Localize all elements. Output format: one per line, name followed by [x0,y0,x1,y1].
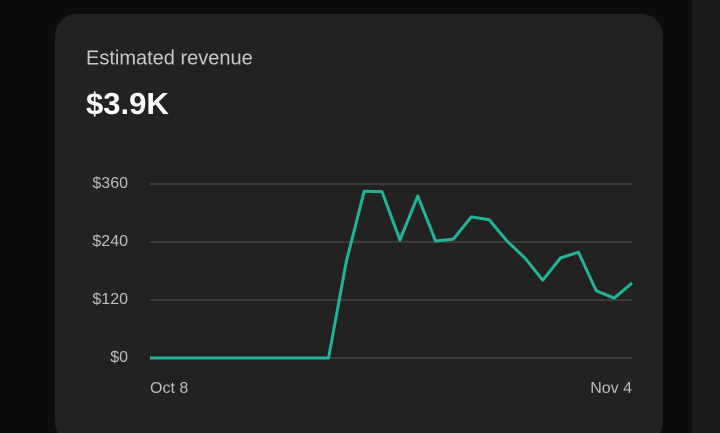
card-title: Estimated revenue [86,47,253,69]
y-tick-label: $360 [92,175,128,192]
y-tick-label: $240 [92,233,128,250]
revenue-line [150,189,633,360]
y-tick-label: $0 [110,349,128,366]
y-tick-label: $120 [92,291,128,308]
side-strip [692,0,720,433]
x-tick-label: Oct 8 [150,380,188,397]
total-value: $3.9K [86,86,169,121]
x-tick-label: Nov 4 [590,380,632,397]
card [55,14,663,433]
